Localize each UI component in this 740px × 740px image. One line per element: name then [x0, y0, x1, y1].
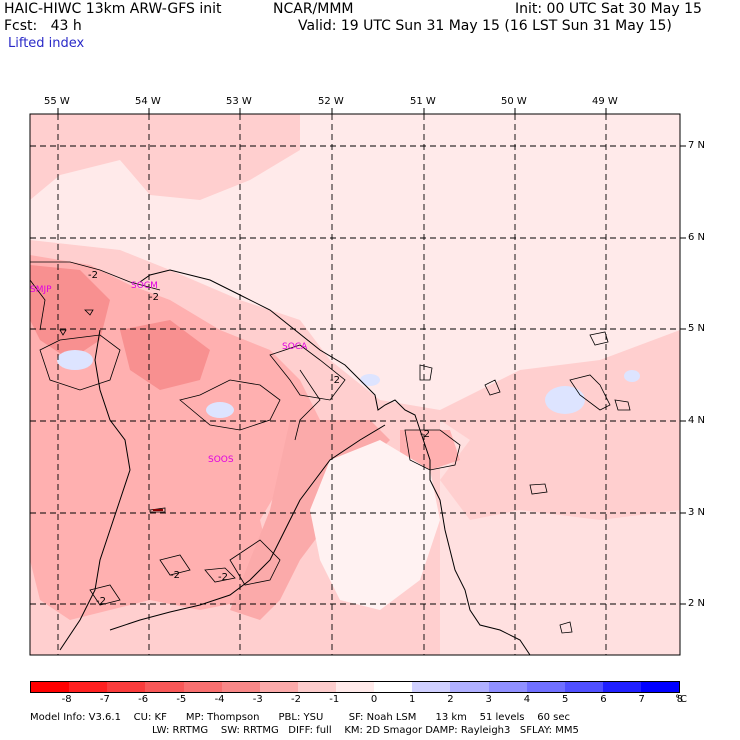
- colorbar-swatch: [297, 682, 336, 692]
- colorbar-swatch: [183, 682, 222, 692]
- colorbar-swatch: [221, 682, 260, 692]
- colorbar-swatch: [488, 682, 527, 692]
- colorbar-label: 8: [676, 694, 684, 705]
- blue-spot-center: [206, 402, 234, 418]
- colorbar-swatch: [259, 682, 298, 692]
- lat-label-5n: 5 N: [688, 323, 706, 334]
- colorbar-swatch: [450, 682, 489, 692]
- border-west: [59, 329, 131, 651]
- blue-spot-coast: [360, 374, 380, 386]
- colorbar-label: 7: [638, 694, 645, 705]
- colorbar-swatch: [107, 682, 146, 692]
- model-info-row2: LW: RRTMG SW: RRTMG DIFF: full KM: 2D Sm…: [152, 725, 579, 736]
- station-soos: SOOS: [208, 455, 234, 465]
- lon-label-52w: 52 W: [318, 96, 344, 107]
- organization-label: NCAR/MMM: [273, 1, 354, 17]
- contour-label: -2: [170, 570, 180, 581]
- colorbar-label: 6: [600, 694, 607, 705]
- colorbar-label: 3: [485, 694, 492, 705]
- station-smjp: SMJP: [30, 285, 52, 295]
- colorbar-label: 1: [409, 694, 416, 705]
- lat-label-2n: 2 N: [688, 598, 706, 609]
- colorbar-unit: °C: [675, 694, 687, 705]
- colorbar-label: -5: [176, 694, 187, 705]
- graticule: [30, 114, 680, 655]
- forecast-hour: Fcst: 43 h: [4, 18, 82, 34]
- lat-label-3n: 3 N: [688, 507, 706, 518]
- shade-central-core: [120, 320, 210, 390]
- contour-label: -2: [88, 270, 98, 281]
- colorbar-label: -7: [99, 694, 110, 705]
- station-socm: SOCM: [131, 281, 158, 291]
- shade-southeast: [440, 420, 680, 655]
- shade-inland-pale: [310, 440, 440, 610]
- contour-label: -2: [330, 375, 340, 386]
- contour-label: -2: [96, 596, 106, 607]
- contour-label: -2: [420, 429, 430, 440]
- colorbar-label: 2: [447, 694, 454, 705]
- colorbar-label: -1: [329, 694, 340, 705]
- lon-label-49w: 49 W: [592, 96, 618, 107]
- contour-label: -2: [149, 292, 159, 303]
- lon-label-50w: 50 W: [501, 96, 527, 107]
- colorbar-label: -3: [252, 694, 263, 705]
- colorbar-swatch: [69, 682, 108, 692]
- colorbar-label: -2: [291, 694, 302, 705]
- lon-label-55w: 55 W: [44, 96, 70, 107]
- lat-label-6n: 6 N: [688, 232, 706, 243]
- colorbar-swatch: [31, 682, 70, 692]
- colorbar-label: 4: [523, 694, 531, 705]
- blue-spot-far-east: [624, 370, 640, 382]
- coastline: [139, 269, 531, 656]
- field-name: Lifted index: [8, 36, 85, 51]
- shade-west-core: [30, 255, 320, 620]
- lat-label-4n: 4 N: [688, 415, 706, 426]
- colorbar-label: 5: [561, 694, 569, 705]
- lon-label-53w: 53 W: [226, 96, 252, 107]
- colorbar-swatch: [145, 682, 184, 692]
- colorbar-label: 0: [370, 694, 378, 705]
- colorbar-swatch: [374, 682, 413, 692]
- lon-ticks: [57, 108, 607, 114]
- contour-label: -2: [218, 572, 228, 583]
- colorbar-label: -8: [61, 694, 72, 705]
- model-info-row1: Model Info: V3.6.1 CU: KF MP: Thompson P…: [30, 712, 570, 723]
- border-river: [109, 424, 386, 631]
- lat-ticks: [680, 145, 686, 605]
- colorbar-swatch: [564, 682, 603, 692]
- colorbar-swatch: [336, 682, 375, 692]
- map-frame: [29, 113, 681, 656]
- colorbar-swatch: [602, 682, 641, 692]
- colorbar-label: -6: [138, 694, 149, 705]
- station-soca: SOCA: [282, 342, 308, 352]
- contour-minus2: [29, 261, 631, 634]
- shade-east-patch: [400, 430, 460, 470]
- colorbar-label: -4: [214, 694, 225, 705]
- shade-northwest: [30, 114, 300, 200]
- lon-label-54w: 54 W: [135, 96, 161, 107]
- colorbar-swatch: [526, 682, 565, 692]
- boundaries: [59, 269, 531, 656]
- valid-time: Valid: 19 UTC Sun 31 May 15 (16 LST Sun …: [298, 18, 672, 34]
- blue-spot-west: [57, 350, 93, 370]
- colorbar: [30, 681, 680, 693]
- blue-spot-east: [545, 386, 585, 414]
- colorbar-swatch: [641, 682, 680, 692]
- model-title: HAIC-HIWC 13km ARW-GFS init: [4, 1, 222, 17]
- colorbar-swatch: [412, 682, 451, 692]
- lon-label-51w: 51 W: [410, 96, 436, 107]
- init-time: Init: 00 UTC Sat 30 May 15: [515, 1, 702, 17]
- lat-label-7n: 7 N: [688, 140, 706, 151]
